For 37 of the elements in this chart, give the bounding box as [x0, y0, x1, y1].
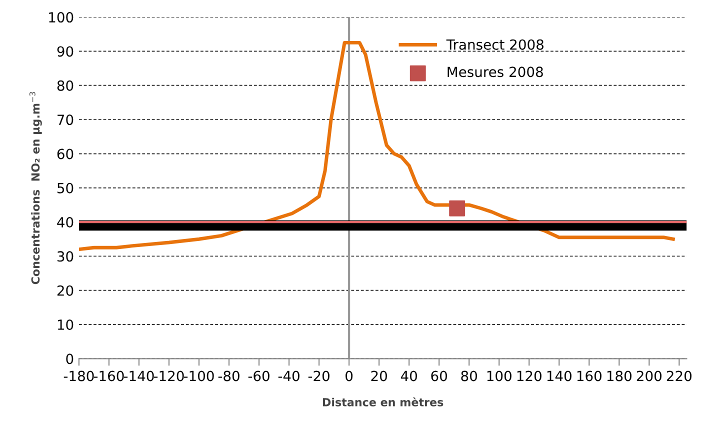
y-axis-title: Concentrations NO₂ en µg.m$^{−3}$ [29, 92, 42, 284]
x-tick-label: 60 [431, 370, 447, 382]
legend-label: Mesures 2008 [448, 66, 543, 78]
x-tick-label: -20 [308, 370, 330, 382]
x-tick-label: 100 [487, 370, 512, 382]
x-axis-title: Distance en mètres [322, 397, 444, 406]
y-tick-label: 50 [57, 182, 74, 194]
x-tick-label: -100 [184, 370, 214, 382]
x-tick-label: 20 [371, 370, 387, 382]
y-tick-label: 20 [57, 285, 74, 296]
x-tick-label: -40 [278, 370, 300, 382]
x-tick-label: 180 [607, 370, 632, 382]
y-tick-label: 100 [49, 12, 74, 23]
x-tick-label: 40 [400, 370, 417, 382]
x-tick-label: -120 [154, 370, 184, 382]
y-tick-label: 60 [57, 148, 74, 160]
x-tick-label: 120 [517, 370, 542, 382]
y-tick-label: 70 [58, 114, 74, 126]
y-tick-label: 10 [58, 319, 74, 330]
legend-label: Transect 2008 [446, 39, 544, 50]
x-tick-label: -160 [94, 370, 124, 382]
y-tick-label: 90 [57, 46, 74, 57]
x-tick-label: 0 [346, 370, 353, 382]
x-tick-label: 200 [636, 370, 662, 382]
y-tick-label: 80 [57, 80, 74, 91]
x-tick-label: 220 [666, 370, 692, 382]
line-series [78, 40, 675, 252]
x-tick-label: -180 [64, 370, 94, 382]
x-tick-label: -60 [248, 370, 270, 382]
x-tick-label: 160 [577, 370, 602, 382]
x-tick-label: -140 [124, 370, 154, 382]
x-tick-label: 80 [461, 370, 478, 382]
y-tick-label: 30 [57, 251, 74, 262]
x-tick-label: -80 [218, 370, 240, 382]
y-tick-label: 40 [57, 217, 74, 228]
x-tick-label: 140 [547, 370, 572, 382]
y-tick-label: 0 [66, 354, 74, 364]
